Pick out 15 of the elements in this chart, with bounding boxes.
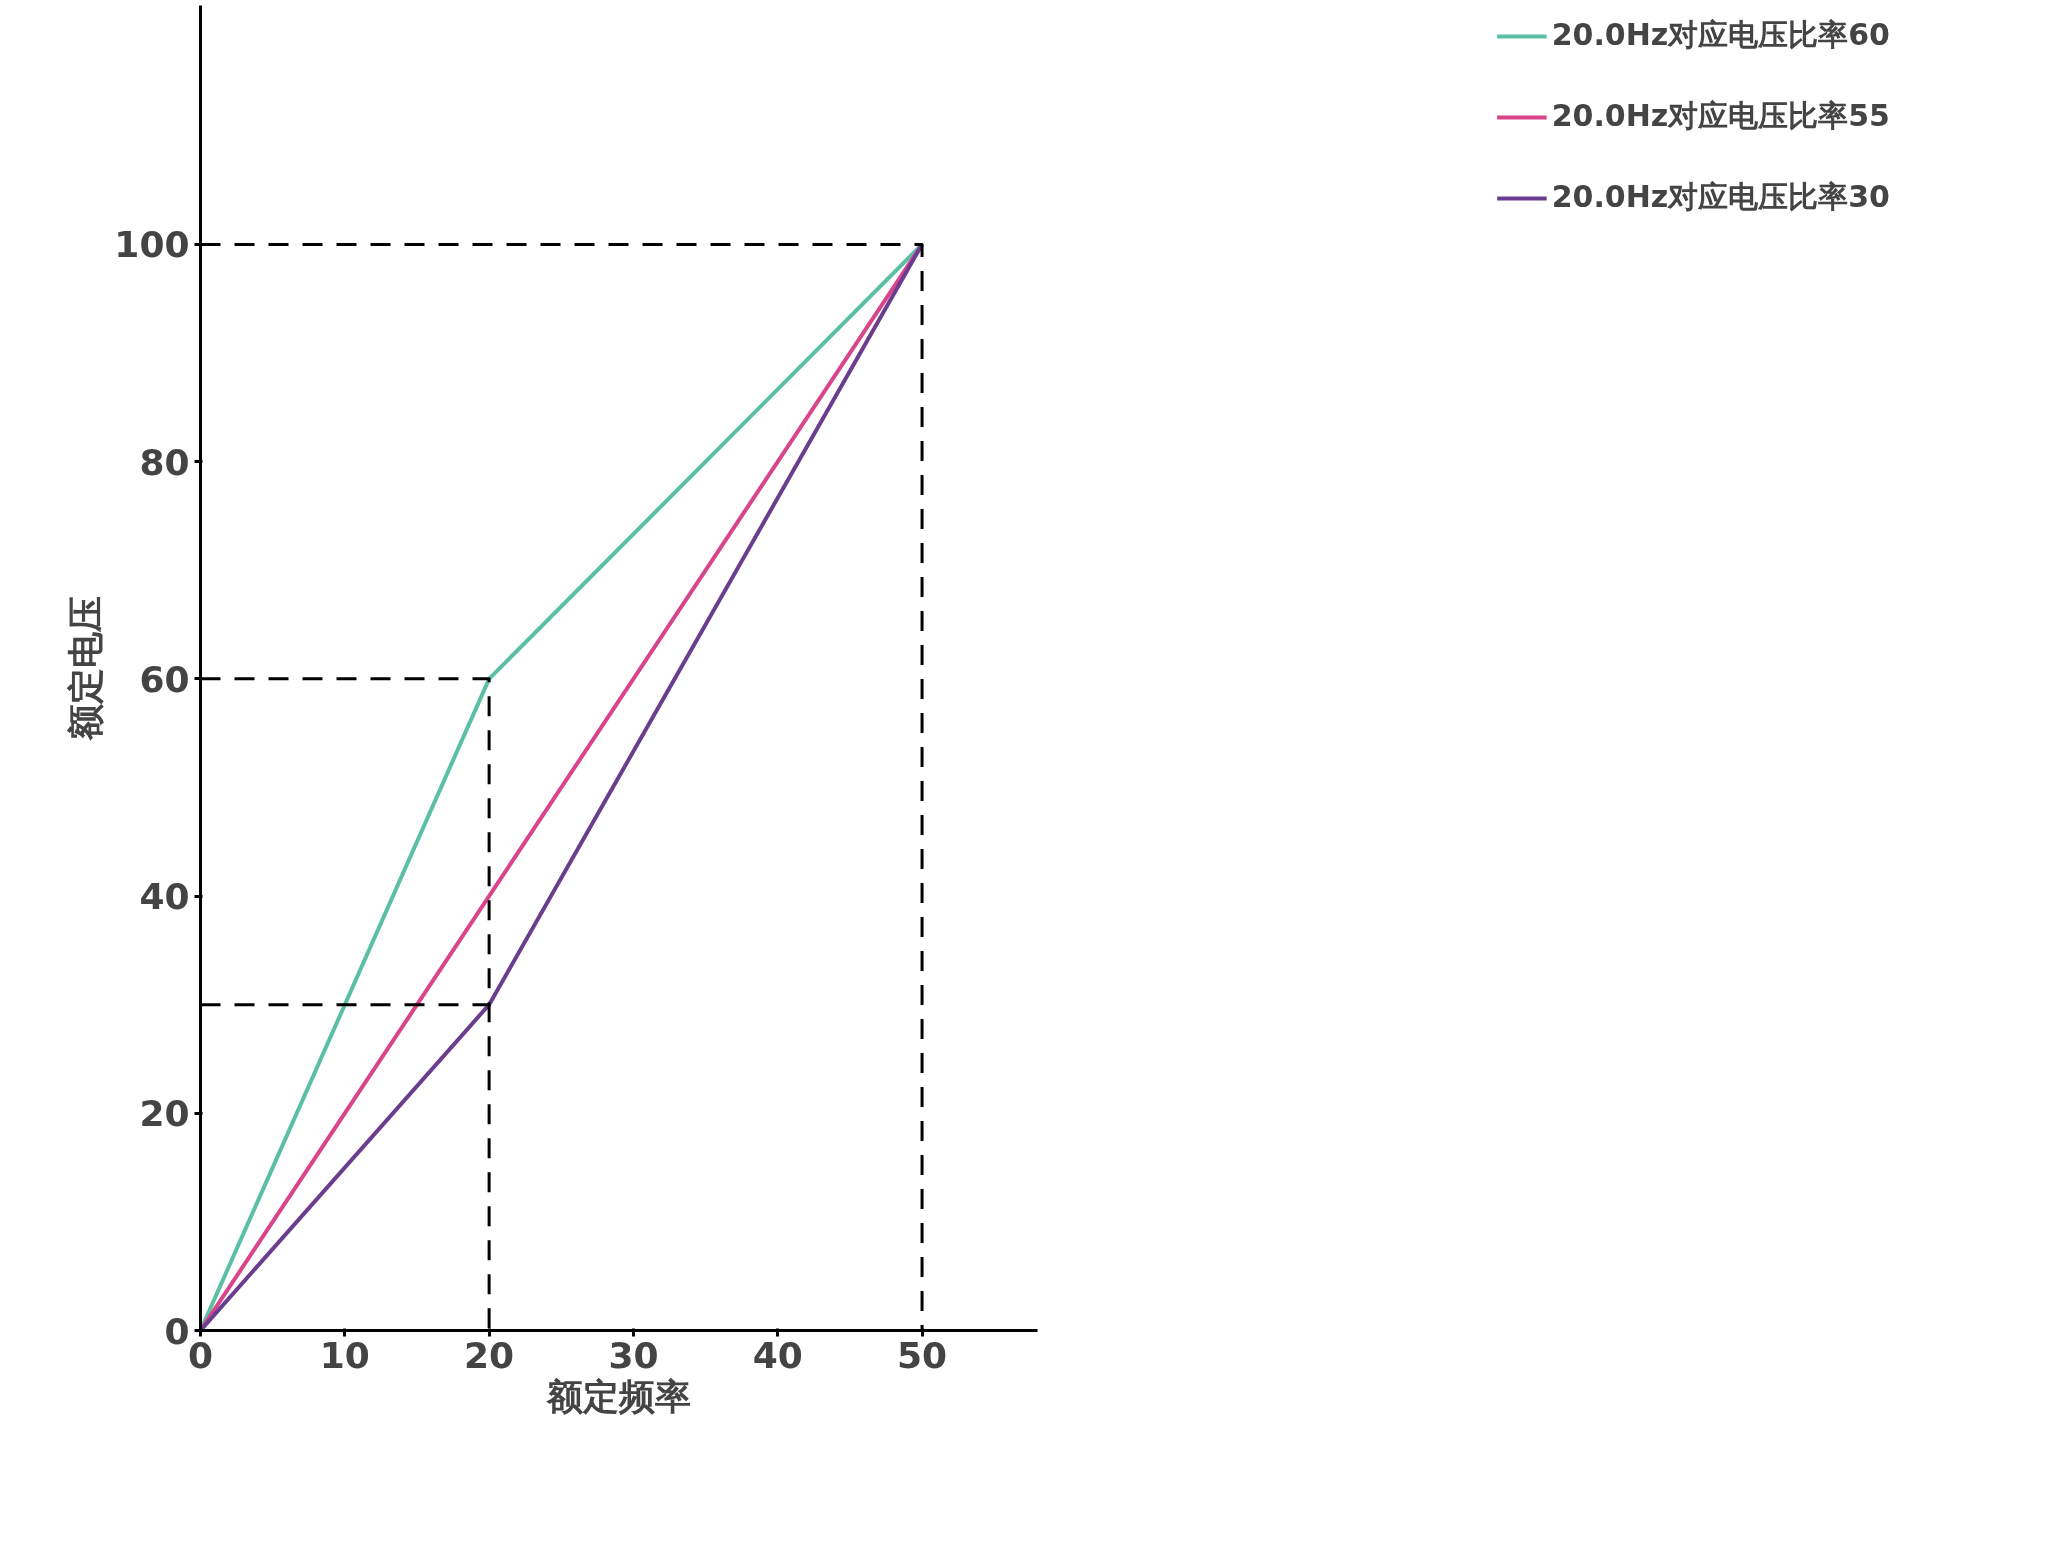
x-tick-label: 30 bbox=[608, 1334, 659, 1376]
y-tick-label: 100 bbox=[114, 224, 190, 266]
legend-label: 20.0Hz对应电压比率60 bbox=[1551, 16, 1890, 54]
y-tick-label: 40 bbox=[139, 876, 190, 918]
y-tick-label: 60 bbox=[139, 658, 190, 700]
y-tick-label: 20 bbox=[139, 1093, 190, 1135]
x-axis-title: 额定频率 bbox=[546, 1375, 691, 1417]
y-axis-title: 额定电压 bbox=[65, 596, 107, 741]
x-tick-label: 20 bbox=[464, 1334, 515, 1376]
x-tick-label: 40 bbox=[752, 1334, 803, 1376]
x-tick-label: 50 bbox=[897, 1334, 948, 1376]
legend-label: 20.0Hz对应电压比率30 bbox=[1551, 178, 1890, 216]
legend-label: 20.0Hz对应电压比率55 bbox=[1551, 97, 1890, 135]
y-tick-label: 80 bbox=[139, 441, 190, 483]
x-tick-label: 10 bbox=[319, 1334, 370, 1376]
